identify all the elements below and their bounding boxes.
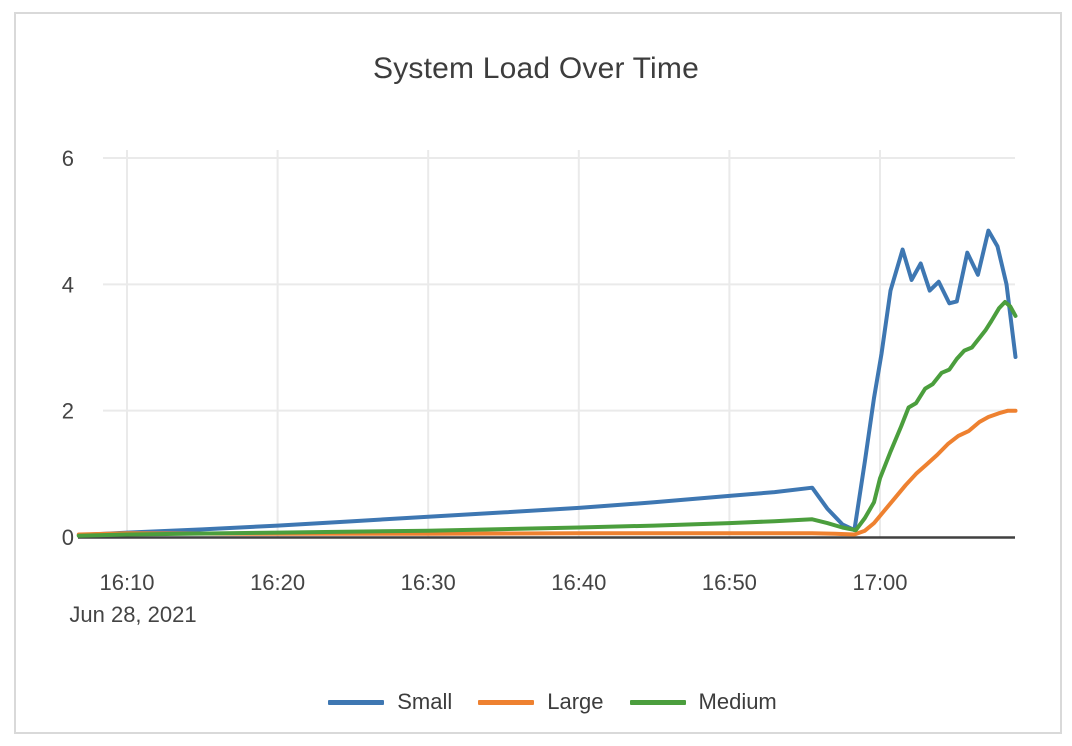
chart-title: System Load Over Time — [373, 52, 699, 85]
series-line-medium[interactable] — [76, 300, 1018, 538]
chart-card — [14, 12, 1062, 734]
legend-swatch-small — [328, 699, 385, 705]
legend-item-medium[interactable]: Medium — [629, 689, 777, 715]
legend-label: Medium — [698, 689, 777, 714]
legend-label: Small — [397, 689, 453, 714]
x-tick-label: 16:20 — [250, 570, 305, 595]
series-line-large[interactable] — [76, 408, 1018, 537]
x-tick-label: 16:50 — [702, 570, 757, 595]
x-axis-date-label: Jun 28, 2021 — [69, 602, 196, 627]
series-line-small[interactable] — [76, 228, 1018, 538]
y-tick-label: 0 — [62, 525, 74, 550]
x-tick-label: 16:10 — [99, 570, 154, 595]
y-tick-label: 6 — [62, 146, 74, 171]
legend-label: Large — [547, 689, 604, 714]
x-axis-tick-labels: 16:10 16:20 16:30 16:40 16:50 17:00 Jun 28, 20… — [69, 570, 907, 627]
gridlines — [103, 150, 1015, 538]
y-axis-tick-labels: 0 2 4 6 — [62, 146, 74, 550]
legend-swatch-large — [478, 699, 535, 705]
chart-legend: Small Large Medium — [90, 686, 1015, 718]
x-tick-label: 17:00 — [852, 570, 907, 595]
legend-swatch-medium — [629, 699, 686, 705]
y-tick-label: 4 — [62, 272, 74, 297]
legend-item-small[interactable]: Small — [328, 689, 452, 715]
legend-item-large[interactable]: Large — [478, 689, 604, 715]
x-tick-label: 16:40 — [551, 570, 606, 595]
x-tick-label: 16:30 — [401, 570, 456, 595]
y-tick-label: 2 — [62, 399, 74, 424]
